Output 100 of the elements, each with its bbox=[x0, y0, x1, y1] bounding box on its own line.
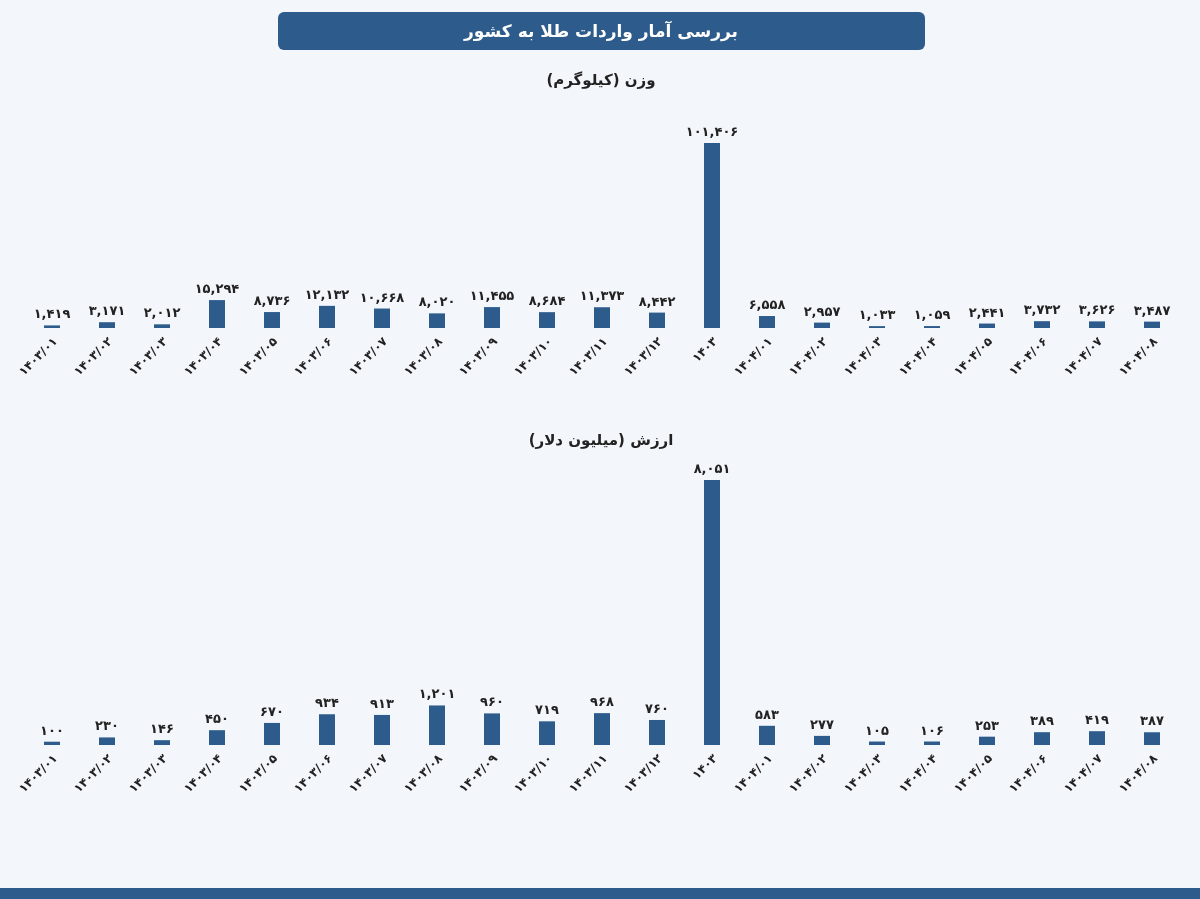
data-label: ۳۸۹ bbox=[1030, 713, 1054, 729]
x-tick-label: ۱۴۰۴/۰۳ bbox=[841, 750, 886, 796]
x-tick-label: ۱۴۰۴/۰۱ bbox=[731, 751, 776, 796]
x-tick-label: ۱۴۰۳/۰۹ bbox=[456, 333, 501, 379]
x-tick-label: ۱۴۰۳/۰۱ bbox=[16, 751, 61, 796]
bar bbox=[319, 305, 335, 328]
x-tick-label: ۱۴۰۴/۰۲ bbox=[786, 333, 831, 379]
bar bbox=[319, 714, 335, 745]
bar bbox=[1144, 321, 1160, 328]
x-tick-label: ۱۴۰۳/۰۲ bbox=[71, 750, 116, 796]
bar bbox=[979, 323, 995, 328]
data-label: ۸,۰۲۰ bbox=[418, 294, 456, 310]
x-tick-label: ۱۴۰۳/۰۵ bbox=[236, 334, 281, 379]
x-tick-label: ۱۴۰۴/۰۶ bbox=[1006, 751, 1051, 796]
bar bbox=[814, 735, 830, 745]
bar bbox=[429, 313, 445, 328]
x-tick-label: ۱۴۰۳/۱۲ bbox=[621, 333, 666, 379]
data-label: ۱,۰۳۳ bbox=[858, 307, 896, 323]
x-tick-label: ۱۴۰۳/۰۶ bbox=[291, 751, 336, 796]
bar bbox=[1089, 321, 1105, 328]
bar bbox=[44, 741, 60, 745]
x-tick-label: ۱۴۰۳/۰۳ bbox=[126, 750, 171, 796]
x-tick-label: ۱۴۰۳/۰۷ bbox=[346, 333, 391, 379]
x-tick-label: ۱۴۰۴/۰۴ bbox=[896, 751, 941, 796]
data-label: ۷۱۹ bbox=[535, 702, 559, 718]
chart-title: بررسی آمار واردات طلا به کشور bbox=[463, 20, 738, 42]
bar bbox=[759, 316, 775, 328]
chart-subtitle: وزن (کیلوگرم) bbox=[546, 71, 656, 89]
data-label: ۳,۶۲۶ bbox=[1078, 302, 1116, 318]
data-label: ۵۸۳ bbox=[755, 706, 779, 722]
data-label: ۲۳۰ bbox=[95, 718, 119, 734]
x-tick-label: ۱۴۰۴/۰۸ bbox=[1116, 750, 1161, 796]
data-label: ۳۸۷ bbox=[1140, 713, 1164, 729]
x-tick-label: ۱۴۰۳/۰۴ bbox=[181, 334, 226, 379]
bar bbox=[99, 322, 115, 328]
x-tick-label: ۱۴۰۳/۰۸ bbox=[401, 333, 446, 379]
data-label: ۳,۷۳۲ bbox=[1023, 302, 1061, 318]
data-label: ۱۰۰ bbox=[40, 722, 64, 738]
bar bbox=[374, 308, 390, 328]
data-label: ۶,۵۵۸ bbox=[748, 297, 786, 313]
data-label: ۹۶۸ bbox=[590, 694, 614, 710]
data-label: ۸,۶۸۴ bbox=[528, 293, 566, 309]
x-tick-label: ۱۴۰۴/۰۲ bbox=[786, 750, 831, 796]
x-tick-label: ۱۴۰۴/۰۵ bbox=[951, 334, 996, 379]
x-tick-label: ۱۴۰۳/۰۲ bbox=[71, 333, 116, 379]
data-label: ۱۱,۳۷۳ bbox=[579, 288, 625, 304]
x-tick-label: ۱۴۰۳ bbox=[689, 750, 721, 782]
x-tick-label: ۱۴۰۳/۰۸ bbox=[401, 750, 446, 796]
chart-title: ارزش (میلیون دلار) bbox=[528, 431, 674, 449]
data-label: ۱۵,۲۹۴ bbox=[194, 281, 240, 297]
data-label: ۱۴۶ bbox=[150, 721, 174, 737]
data-label: ۳,۴۸۷ bbox=[1133, 302, 1171, 318]
bar bbox=[209, 730, 225, 745]
x-tick-label: ۱۴۰۳/۱۰ bbox=[511, 751, 556, 796]
x-tick-label: ۱۴۰۴/۰۶ bbox=[1006, 334, 1051, 379]
data-label: ۷۶۰ bbox=[645, 700, 669, 716]
bar bbox=[484, 713, 500, 745]
bar bbox=[264, 312, 280, 328]
bar bbox=[374, 714, 390, 745]
x-tick-label: ۱۴۰۴/۰۴ bbox=[896, 334, 941, 379]
bar bbox=[44, 325, 60, 328]
data-label: ۲۷۷ bbox=[810, 716, 834, 732]
bar bbox=[539, 721, 555, 745]
bar bbox=[704, 143, 720, 328]
bar bbox=[539, 312, 555, 328]
data-label: ۸,۰۵۱ bbox=[693, 461, 731, 476]
data-label: ۹۱۳ bbox=[370, 695, 394, 711]
x-tick-label: ۱۴۰۳/۰۳ bbox=[126, 333, 171, 379]
x-tick-label: ۱۴۰۳/۰۴ bbox=[181, 751, 226, 796]
x-tick-label: ۱۴۰۳/۰۵ bbox=[236, 751, 281, 796]
data-label: ۶۷۰ bbox=[260, 703, 284, 719]
bar bbox=[154, 324, 170, 328]
x-tick-label: ۱۴۰۳/۱۲ bbox=[621, 750, 666, 796]
bar bbox=[1089, 731, 1105, 745]
x-tick-label: ۱۴۰۴/۰۳ bbox=[841, 333, 886, 379]
bar bbox=[1034, 321, 1050, 328]
bar bbox=[814, 322, 830, 328]
data-label: ۲۵۳ bbox=[975, 717, 999, 733]
bar bbox=[1144, 732, 1160, 745]
data-label: ۹۶۰ bbox=[480, 694, 504, 710]
x-tick-label: ۱۴۰۳/۰۶ bbox=[291, 334, 336, 379]
bar bbox=[1034, 732, 1050, 745]
bar bbox=[594, 307, 610, 328]
x-tick-label: ۱۴۰۳/۰۱ bbox=[16, 334, 61, 379]
data-label: ۴۱۹ bbox=[1085, 712, 1109, 728]
data-label: ۱,۴۱۹ bbox=[33, 306, 71, 322]
data-label: ۱۰۶ bbox=[920, 722, 944, 738]
x-tick-label: ۱۴۰۳/۰۷ bbox=[346, 750, 391, 796]
data-label: ۱,۰۵۹ bbox=[913, 307, 951, 323]
x-tick-label: ۱۴۰۴/۰۱ bbox=[731, 334, 776, 379]
data-label: ۲,۹۵۷ bbox=[803, 303, 841, 319]
data-label: ۸,۷۳۶ bbox=[253, 293, 291, 309]
bar bbox=[154, 740, 170, 745]
data-label: ۱۱,۴۵۵ bbox=[469, 288, 515, 304]
bar bbox=[209, 300, 225, 328]
bar bbox=[649, 312, 665, 328]
data-label: ۲,۴۴۱ bbox=[968, 304, 1006, 320]
bar bbox=[979, 736, 995, 745]
bar bbox=[704, 480, 720, 745]
data-label: ۱۰۱,۴۰۶ bbox=[685, 124, 739, 139]
